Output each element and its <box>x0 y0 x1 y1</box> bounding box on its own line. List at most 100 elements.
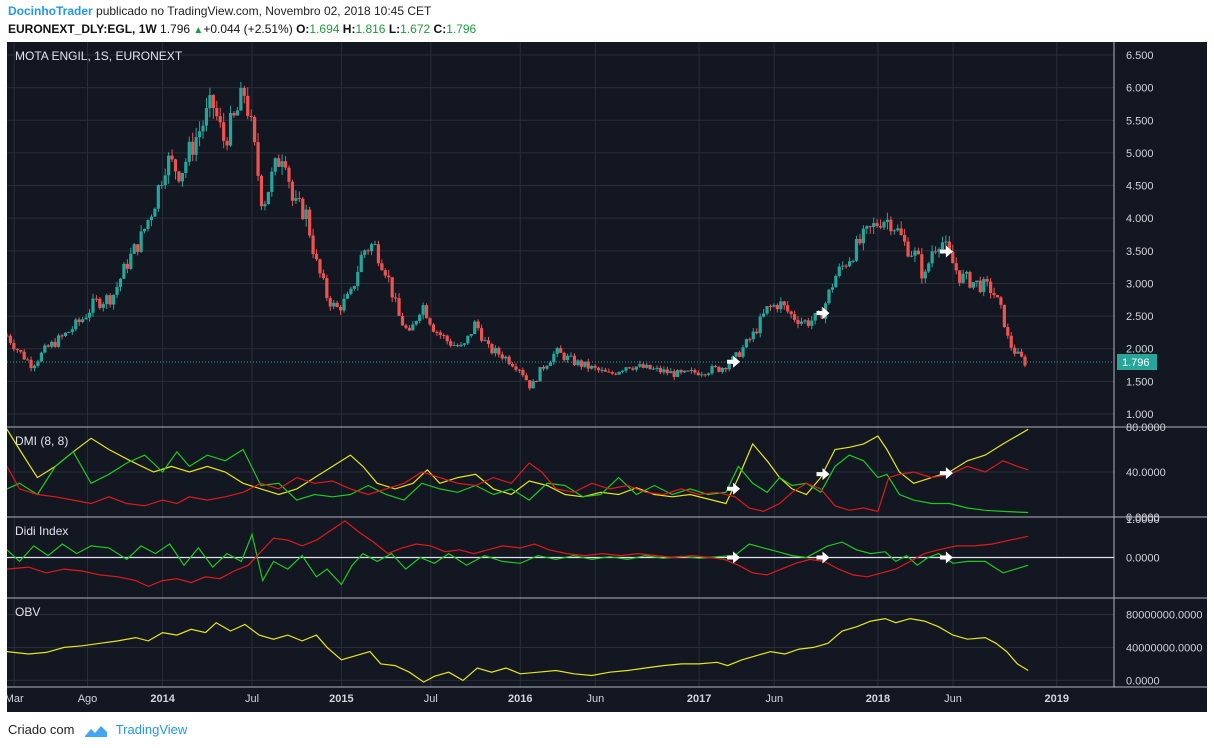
candle-body <box>892 230 896 232</box>
candle-body <box>545 365 549 369</box>
candle-body <box>603 369 608 372</box>
candle-body <box>308 209 312 236</box>
candle-body <box>459 344 463 347</box>
candle-body <box>222 122 226 141</box>
chart-svg[interactable]: 6.500 6.000 5.500 5.000 4.500 4.000 3.500 3.000… <box>5 42 1207 712</box>
candle-body <box>8 335 13 343</box>
y-tick-label-2-0: 1.0000 <box>1126 514 1160 526</box>
candle-body <box>50 341 54 347</box>
candle-body <box>796 319 800 324</box>
footer: Criado com TradingView <box>8 722 187 738</box>
candle-body <box>428 318 432 325</box>
y-tick-label-0-9: 2.000 <box>1126 344 1154 356</box>
candle-body <box>689 370 693 372</box>
candle-body <box>975 280 979 283</box>
candle-body <box>865 226 869 229</box>
candle-body <box>445 335 449 342</box>
candle-body <box>882 222 886 228</box>
candle-body <box>29 359 33 369</box>
author-link[interactable]: DocinhoTrader <box>8 4 93 18</box>
candle-body <box>958 270 962 283</box>
candle-body <box>201 125 205 132</box>
series-line-1-2 <box>6 460 1029 513</box>
candle-body <box>318 259 322 274</box>
series-line-3-0 <box>6 617 1029 683</box>
candle-body <box>191 141 195 155</box>
candle-body <box>961 273 965 283</box>
candle-body <box>944 241 948 243</box>
chart-background <box>7 42 1207 712</box>
candle-body <box>87 312 92 318</box>
candle-body <box>658 367 663 373</box>
candle-body <box>297 198 301 200</box>
x-tick-label-5: Jul <box>424 693 438 705</box>
candle-body <box>500 354 504 359</box>
candle-body <box>108 295 112 305</box>
x-tick-label-3: Jul <box>245 693 259 705</box>
y-tick-label-0-8: 2.500 <box>1126 311 1154 323</box>
candle-body <box>954 263 958 271</box>
candle-body <box>717 366 721 372</box>
candle-body <box>889 219 893 232</box>
candle-body <box>634 366 638 370</box>
candle-body <box>982 279 986 293</box>
candle-body <box>531 381 535 389</box>
candle-body <box>338 307 343 311</box>
y-tick-label-0-2: 5.500 <box>1126 115 1154 127</box>
candle-body <box>94 298 99 300</box>
candle-body <box>693 370 697 373</box>
candle-body <box>872 223 876 228</box>
candle-body <box>645 364 649 368</box>
candle-body <box>710 366 714 374</box>
tradingview-brand[interactable]: TradingView <box>115 722 188 737</box>
last-price-tag <box>1117 354 1157 371</box>
y-tick-label-3-0: 80000000.0000 <box>1126 609 1202 621</box>
x-tick-label-2: 2014 <box>150 693 175 705</box>
candle-body <box>149 216 154 221</box>
candle-body <box>215 108 219 117</box>
candle-body <box>387 275 391 278</box>
arrow-marker-icon-2-2 <box>939 551 953 564</box>
candle-body <box>878 226 883 228</box>
candle-body <box>46 345 50 347</box>
symbol-label: EURONEXT_DLY:EGL, 1W <box>8 22 157 36</box>
candle-body <box>469 334 473 336</box>
candle-body <box>676 370 680 377</box>
chart-area[interactable]: 6.500 6.000 5.500 5.000 4.500 4.000 3.500 3.000… <box>5 42 1207 712</box>
candle-body <box>167 155 171 176</box>
candle-body <box>727 363 731 370</box>
series-line-2-1 <box>6 520 1029 588</box>
candle-body <box>916 250 920 255</box>
candle-body <box>476 321 480 329</box>
candle-body <box>228 113 233 146</box>
candle-body <box>352 285 356 289</box>
candle-body <box>442 334 446 336</box>
candle-body <box>744 339 749 348</box>
candle-body <box>638 364 642 367</box>
x-tick-label-8: 2017 <box>687 693 711 705</box>
candle-body <box>596 367 601 371</box>
candle-body <box>153 208 157 217</box>
candle-body <box>600 369 604 371</box>
y-tick-label-0-10: 1.500 <box>1126 376 1154 388</box>
candle-body <box>758 316 762 334</box>
candle-body <box>686 370 690 372</box>
candle-body <box>74 319 78 330</box>
candle-body <box>989 281 993 294</box>
candle-body <box>136 244 140 252</box>
pane-title-3: OBV <box>15 605 40 619</box>
candle-body <box>569 355 573 357</box>
candle-body <box>834 275 838 288</box>
candle-body <box>239 87 243 111</box>
candle-body <box>60 335 64 337</box>
candle-body <box>184 161 188 173</box>
pane-title-1: DMI (8, 8) <box>15 434 68 448</box>
candle-body <box>538 366 542 382</box>
y-tick-label-3-2: 0.0000 <box>1126 675 1160 687</box>
arrow-marker-icon-1-0 <box>727 482 741 495</box>
candle-body <box>122 263 126 279</box>
candle-body <box>345 293 350 299</box>
candle-body <box>118 278 123 287</box>
candle-body <box>483 340 487 342</box>
up-triangle-icon: ▲ <box>193 25 204 36</box>
